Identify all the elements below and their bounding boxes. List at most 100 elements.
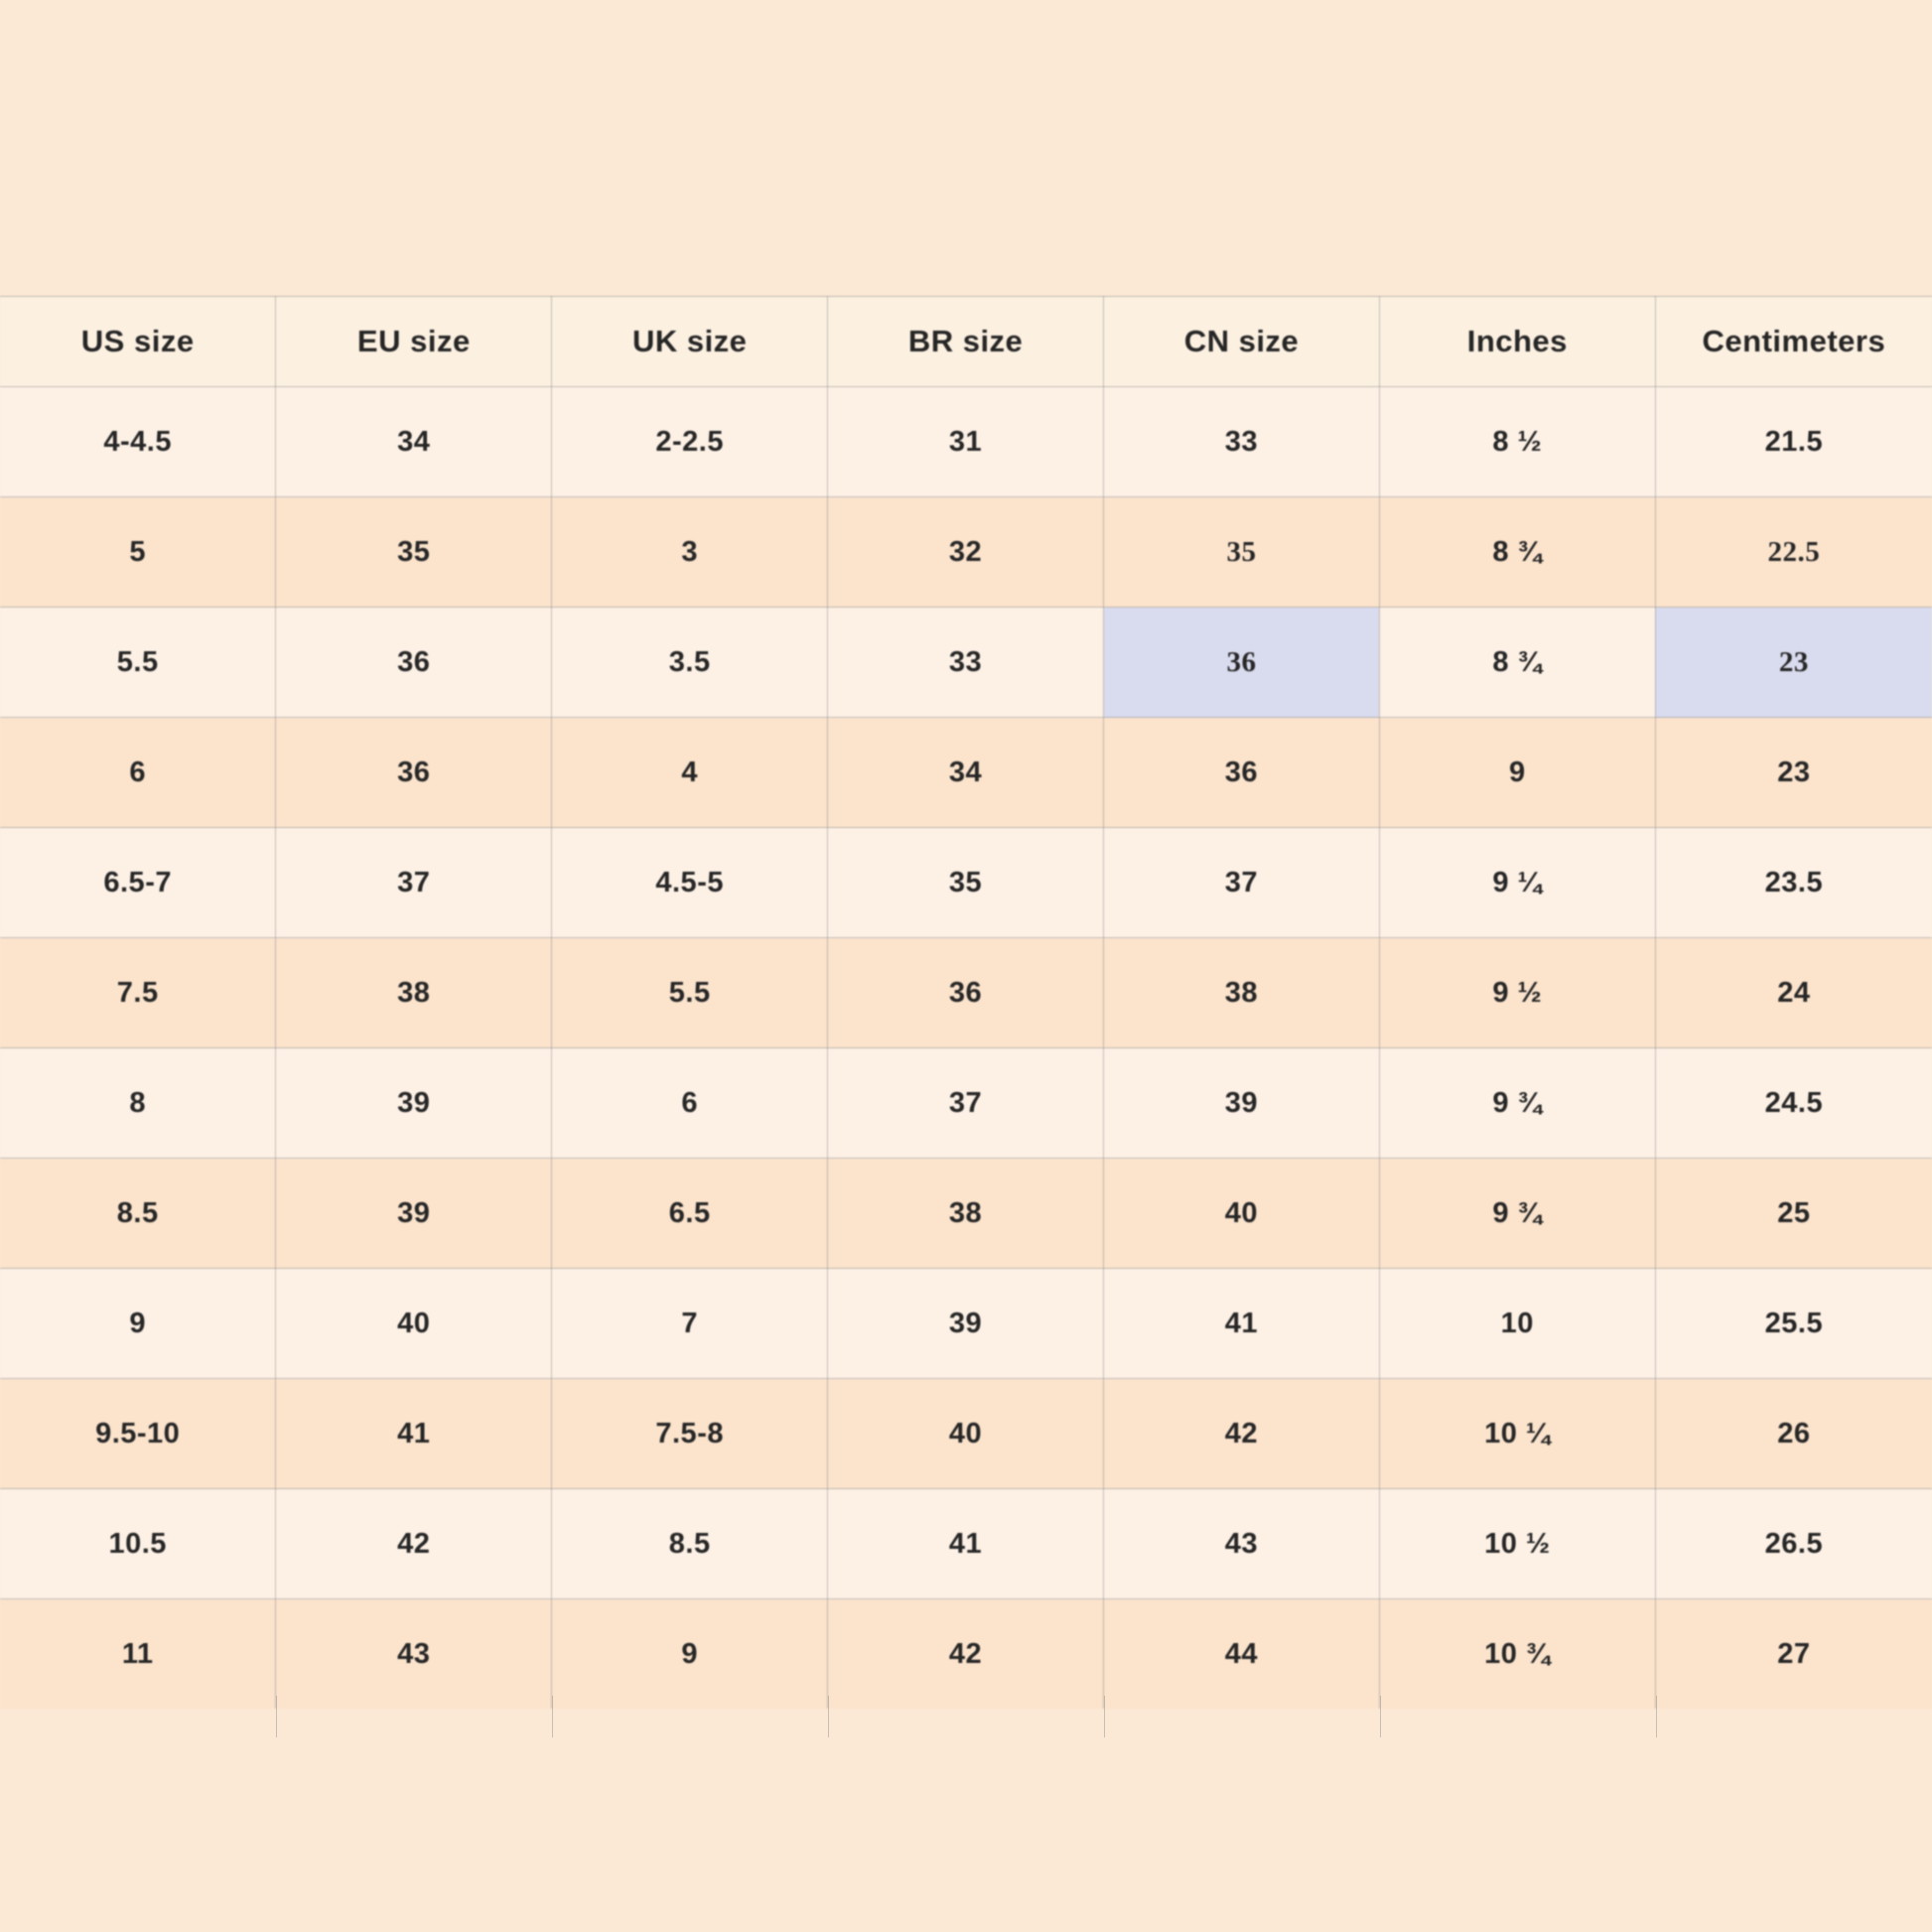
cell-r6-c3: 37 bbox=[827, 1047, 1104, 1159]
cell-r0-c1: 34 bbox=[275, 386, 553, 497]
cell-r1-c0: 5 bbox=[0, 496, 277, 608]
cell-r2-c4: 36 bbox=[1103, 607, 1380, 718]
cell-r7-c5: 9 ¾ bbox=[1378, 1158, 1656, 1269]
cell-r3-c1: 36 bbox=[275, 717, 553, 828]
header-cell-cn-size: CN size bbox=[1103, 296, 1380, 387]
cell-r8-c4: 41 bbox=[1103, 1268, 1380, 1379]
cell-r2-c0: 5.5 bbox=[0, 607, 277, 718]
table-body: 4-4.5 34 2-2.5 31 33 8 ½ 21.5 5 35 3 32 35 8 ¾ 22.5 5.… bbox=[0, 386, 1932, 1709]
cell-r0-c4: 33 bbox=[1103, 386, 1380, 497]
cell-r2-c5: 8 ¾ bbox=[1378, 607, 1656, 718]
header-cell-eu-size: EU size bbox=[275, 296, 553, 387]
cell-r0-c2: 2-2.5 bbox=[551, 386, 829, 497]
cell-r6-c6: 24.5 bbox=[1654, 1047, 1932, 1159]
cell-r1-c5: 8 ¾ bbox=[1378, 496, 1656, 608]
table-edge-tick bbox=[828, 1696, 829, 1737]
cell-r8-c5: 10 bbox=[1378, 1268, 1656, 1379]
cell-r10-c6: 26.5 bbox=[1654, 1488, 1932, 1599]
cell-r3-c3: 34 bbox=[827, 717, 1104, 828]
cell-r5-c1: 38 bbox=[275, 937, 553, 1048]
cell-r6-c4: 39 bbox=[1103, 1047, 1380, 1159]
table-header: US size EU size UK size BR size CN size Inche… bbox=[0, 296, 1932, 387]
table-edge-tick bbox=[1104, 1696, 1105, 1737]
cell-r5-c2: 5.5 bbox=[551, 937, 829, 1048]
cell-r2-c6: 23 bbox=[1654, 607, 1932, 718]
cell-r8-c2: 7 bbox=[551, 1268, 829, 1379]
cell-r9-c4: 42 bbox=[1103, 1378, 1380, 1489]
table-row: 9.5-10 41 7.5-8 40 42 10 ¼ 26 bbox=[0, 1378, 1932, 1489]
size-conversion-table-wrap: US size EU size UK size BR size CN size Inche… bbox=[0, 296, 1932, 1709]
cell-r4-c2: 4.5-5 bbox=[551, 827, 829, 938]
table-row: 5 35 3 32 35 8 ¾ 22.5 bbox=[0, 496, 1932, 608]
table-row: 6 36 4 34 36 9 23 bbox=[0, 717, 1932, 828]
cell-r1-c2: 3 bbox=[551, 496, 829, 608]
cell-r4-c1: 37 bbox=[275, 827, 553, 938]
cell-r6-c2: 6 bbox=[551, 1047, 829, 1159]
cell-r4-c0: 6.5-7 bbox=[0, 827, 277, 938]
cell-r5-c4: 38 bbox=[1103, 937, 1380, 1048]
cell-r0-c5: 8 ½ bbox=[1378, 386, 1656, 497]
table-edge-tick bbox=[1656, 1696, 1657, 1737]
cell-r0-c3: 31 bbox=[827, 386, 1104, 497]
table-row: 11 43 9 42 44 10 ¾ 27 bbox=[0, 1598, 1932, 1709]
table-row: 5.5 36 3.5 33 36 8 ¾ 23 bbox=[0, 607, 1932, 718]
cell-r3-c2: 4 bbox=[551, 717, 829, 828]
table-edge-tick bbox=[552, 1696, 553, 1737]
cell-r8-c6: 25.5 bbox=[1654, 1268, 1932, 1379]
cell-r11-c3: 42 bbox=[827, 1598, 1104, 1709]
cell-r11-c1: 43 bbox=[275, 1598, 553, 1709]
cell-r3-c6: 23 bbox=[1654, 717, 1932, 828]
cell-r8-c1: 40 bbox=[275, 1268, 553, 1379]
cell-r4-c4: 37 bbox=[1103, 827, 1380, 938]
cell-r7-c1: 39 bbox=[275, 1158, 553, 1269]
table-row: 7.5 38 5.5 36 38 9 ½ 24 bbox=[0, 937, 1932, 1048]
cell-r0-c0: 4-4.5 bbox=[0, 386, 277, 497]
table-edge-tick bbox=[1380, 1696, 1381, 1737]
cell-r7-c2: 6.5 bbox=[551, 1158, 829, 1269]
cell-r2-c3: 33 bbox=[827, 607, 1104, 718]
cell-r10-c1: 42 bbox=[275, 1488, 553, 1599]
cell-r10-c0: 10.5 bbox=[0, 1488, 277, 1599]
header-row: US size EU size UK size BR size CN size Inche… bbox=[0, 296, 1932, 387]
header-cell-inches: Inches bbox=[1378, 296, 1656, 387]
cell-r1-c6: 22.5 bbox=[1654, 496, 1932, 608]
cell-r6-c1: 39 bbox=[275, 1047, 553, 1159]
cell-r6-c5: 9 ¾ bbox=[1378, 1047, 1656, 1159]
cell-r11-c0: 11 bbox=[0, 1598, 277, 1709]
cell-r5-c5: 9 ½ bbox=[1378, 937, 1656, 1048]
table-row: 6.5-7 37 4.5-5 35 37 9 ¼ 23.5 bbox=[0, 827, 1932, 938]
table-row: 4-4.5 34 2-2.5 31 33 8 ½ 21.5 bbox=[0, 386, 1932, 497]
cell-r2-c2: 3.5 bbox=[551, 607, 829, 718]
header-cell-uk-size: UK size bbox=[551, 296, 829, 387]
cell-r9-c3: 40 bbox=[827, 1378, 1104, 1489]
cell-r7-c3: 38 bbox=[827, 1158, 1104, 1269]
cell-r1-c4: 35 bbox=[1103, 496, 1380, 608]
cell-r3-c4: 36 bbox=[1103, 717, 1380, 828]
cell-r9-c1: 41 bbox=[275, 1378, 553, 1489]
cell-r5-c3: 36 bbox=[827, 937, 1104, 1048]
cell-r10-c5: 10 ½ bbox=[1378, 1488, 1656, 1599]
cell-r7-c4: 40 bbox=[1103, 1158, 1380, 1269]
cell-r7-c6: 25 bbox=[1654, 1158, 1932, 1269]
cell-r11-c4: 44 bbox=[1103, 1598, 1380, 1709]
cell-r4-c3: 35 bbox=[827, 827, 1104, 938]
cell-r7-c0: 8.5 bbox=[0, 1158, 277, 1269]
cell-r10-c2: 8.5 bbox=[551, 1488, 829, 1599]
header-cell-centimeters: Centimeters bbox=[1654, 296, 1932, 387]
cell-r8-c0: 9 bbox=[0, 1268, 277, 1379]
cell-r2-c1: 36 bbox=[275, 607, 553, 718]
cell-r10-c3: 41 bbox=[827, 1488, 1104, 1599]
table-row: 8 39 6 37 39 9 ¾ 24.5 bbox=[0, 1047, 1932, 1159]
cell-r11-c5: 10 ¾ bbox=[1378, 1598, 1656, 1709]
table-row: 9 40 7 39 41 10 25.5 bbox=[0, 1268, 1932, 1379]
cell-r4-c5: 9 ¼ bbox=[1378, 827, 1656, 938]
table-row: 10.5 42 8.5 41 43 10 ½ 26.5 bbox=[0, 1488, 1932, 1599]
cell-r5-c0: 7.5 bbox=[0, 937, 277, 1048]
cell-r9-c2: 7.5-8 bbox=[551, 1378, 829, 1489]
cell-r8-c3: 39 bbox=[827, 1268, 1104, 1379]
cell-r11-c6: 27 bbox=[1654, 1598, 1932, 1709]
cell-r1-c3: 32 bbox=[827, 496, 1104, 608]
cell-r9-c5: 10 ¼ bbox=[1378, 1378, 1656, 1489]
cell-r10-c4: 43 bbox=[1103, 1488, 1380, 1599]
